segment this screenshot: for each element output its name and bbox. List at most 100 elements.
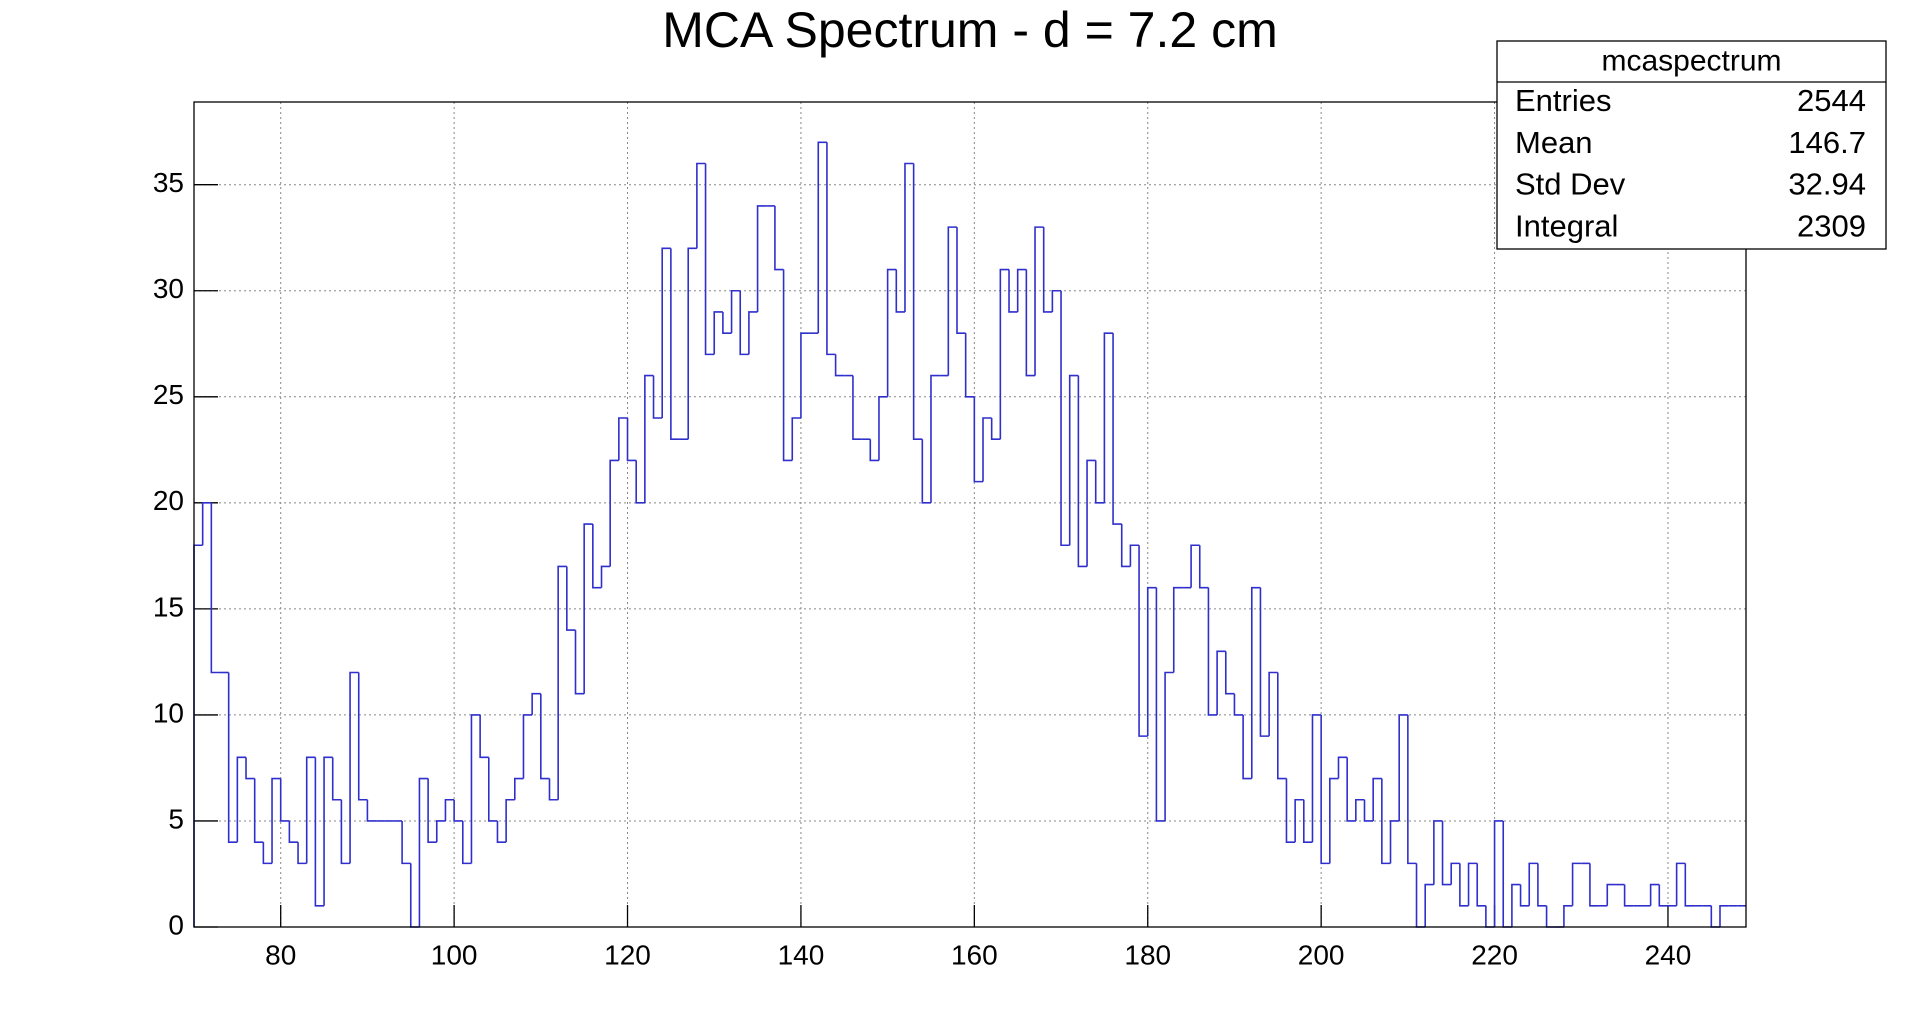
histogram-bin: [826, 142, 836, 356]
histogram-bin: [930, 374, 940, 503]
histogram-bin: [990, 418, 1001, 441]
histogram-bin: [279, 778, 290, 822]
histogram-bin: [687, 247, 697, 440]
histogram-bin: [1198, 545, 1209, 589]
x-tick-label: 100: [431, 939, 478, 970]
histogram-bin: [1537, 863, 1547, 907]
histogram-bin: [1493, 820, 1504, 927]
histogram-bin: [1025, 269, 1036, 377]
histogram-bin: [1155, 587, 1166, 822]
stats-value: 2544: [1797, 83, 1866, 118]
histogram-bin: [479, 714, 489, 759]
histogram-bin: [713, 311, 723, 355]
histogram-bin: [1372, 777, 1382, 821]
histogram-bin: [1563, 904, 1573, 927]
histogram-bin: [704, 163, 715, 356]
histogram-bin: [921, 439, 931, 504]
histogram-bin: [1259, 587, 1270, 737]
y-tick-label: 35: [153, 167, 184, 198]
x-tick-label: 220: [1471, 939, 1518, 970]
histogram-bin: [1294, 798, 1304, 843]
histogram-bin: [1146, 586, 1157, 737]
histogram-bin: [557, 565, 567, 800]
histogram-bin: [748, 311, 758, 355]
histogram-bin: [427, 778, 437, 843]
histogram-bin: [236, 756, 247, 843]
y-tick-label: 10: [153, 697, 184, 728]
x-tick-label: 160: [951, 939, 998, 970]
histogram-bin: [1042, 227, 1053, 313]
histogram-bin: [540, 693, 550, 780]
histogram-bin: [1242, 714, 1252, 780]
stats-label: Mean: [1515, 125, 1593, 160]
stats-value: 2309: [1797, 208, 1866, 243]
histogram-bin: [1649, 883, 1660, 906]
histogram-bin: [1407, 714, 1417, 865]
histogram-bin: [1311, 714, 1322, 843]
histogram-bin: [496, 820, 507, 843]
histogram-bin: [1207, 587, 1218, 716]
histogram-bin: [1329, 777, 1339, 864]
histogram-bin: [973, 396, 984, 483]
histogram-bin: [834, 354, 845, 377]
stats-label: Std Dev: [1515, 167, 1626, 202]
histogram-bin: [357, 672, 368, 801]
histogram-bin: [1606, 883, 1616, 906]
histogram-bin: [730, 289, 741, 334]
stats-value: 146.7: [1788, 125, 1866, 160]
histogram-bin: [245, 757, 255, 780]
histogram-bin: [1233, 693, 1244, 716]
histogram-bin: [297, 842, 307, 865]
histogram-bin: [366, 799, 377, 822]
histogram-bin: [1381, 778, 1391, 865]
histogram-bin: [947, 226, 957, 376]
histogram-bin: [912, 163, 923, 441]
histogram-bin: [644, 374, 654, 503]
histogram-bin: [1441, 820, 1452, 886]
x-tick-label: 80: [265, 939, 296, 970]
histogram-bin: [1016, 268, 1027, 312]
histogram-bin: [401, 820, 411, 865]
histogram-bin: [435, 820, 446, 843]
histogram-bin: [271, 777, 281, 864]
histogram-bin: [869, 439, 879, 462]
histogram-bin: [470, 714, 481, 864]
histogram-bin: [1511, 883, 1521, 927]
histogram-bin: [1519, 884, 1530, 907]
histogram-bin: [1675, 862, 1686, 906]
histogram-bin: [756, 205, 767, 312]
histogram-bin: [1320, 714, 1330, 865]
histogram-bin: [574, 630, 585, 695]
histogram-bin: [739, 290, 749, 356]
histogram-bin: [583, 523, 593, 694]
histogram-bin: [1129, 544, 1140, 567]
histogram-bin: [1467, 862, 1478, 906]
histogram-bin: [1034, 226, 1044, 376]
histogram-bin: [201, 502, 212, 546]
histogram-bin: [453, 799, 463, 822]
histogram-bin: [305, 756, 316, 864]
x-tick-label: 140: [778, 939, 825, 970]
y-tick-label: 0: [168, 909, 184, 940]
histogram-bin: [331, 757, 342, 801]
histogram-bin: [1112, 333, 1122, 525]
histogram-bin: [1363, 799, 1374, 822]
histogram-bin: [895, 269, 905, 313]
histogram-bin: [1433, 820, 1443, 885]
y-tick-label: 30: [153, 273, 184, 304]
histogram-bin: [514, 777, 524, 800]
histogram-bin: [999, 268, 1010, 440]
y-tick-label: 15: [153, 591, 184, 622]
histogram-bin: [1285, 778, 1296, 843]
y-tick-label: 25: [153, 379, 184, 410]
histogram-bin: [1068, 374, 1079, 546]
histogram-bin: [964, 333, 975, 398]
histogram-bin: [444, 798, 455, 821]
histogram-bin: [982, 417, 992, 482]
chart-title: MCA Spectrum - d = 7.2 cm: [662, 2, 1277, 58]
histogram-bin: [1658, 884, 1668, 907]
histogram-bin: [1277, 672, 1287, 780]
histogram-bin: [592, 524, 602, 589]
histogram-bin: [1051, 289, 1062, 312]
